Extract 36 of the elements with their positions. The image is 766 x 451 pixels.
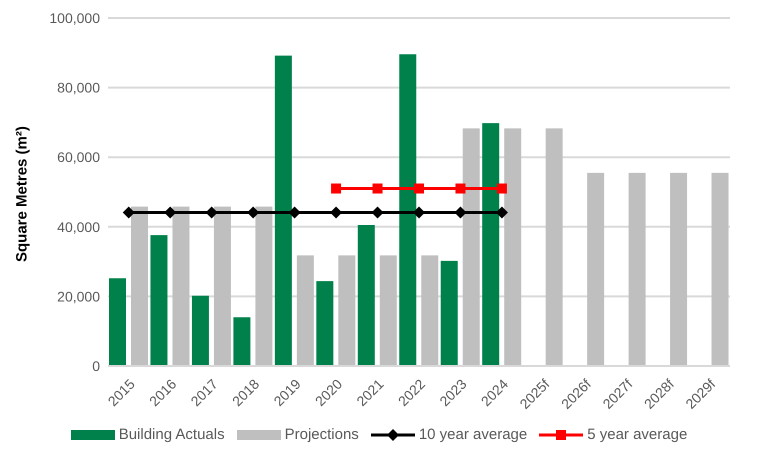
y-tick-label: 0: [92, 358, 100, 374]
bar: [192, 296, 209, 366]
bar: [109, 278, 126, 366]
bar: [358, 225, 375, 366]
bar: [255, 206, 272, 366]
y-tick-label: 60,000: [57, 149, 100, 166]
y-tick-label: 80,000: [57, 80, 100, 96]
bar: [440, 260, 458, 366]
y-tick-label: 40,000: [57, 218, 100, 235]
bar: [712, 172, 729, 366]
legend-label: Projections: [284, 426, 359, 443]
bar: [274, 56, 292, 366]
bar: [670, 172, 688, 366]
y-axis-title: Square Metres (m²): [13, 126, 30, 262]
legend-label: 5 year average: [587, 426, 688, 443]
bar: [316, 281, 334, 366]
bar: [338, 255, 356, 366]
bar: [504, 128, 522, 366]
y-tick-label: 100,000: [49, 10, 100, 26]
bar: [150, 235, 168, 366]
bar: [587, 172, 604, 366]
bar: [131, 206, 148, 366]
bar: [399, 54, 416, 366]
bar: [172, 206, 190, 366]
legend-label: 10 year average: [418, 426, 528, 443]
bar: [214, 206, 231, 366]
bar: [628, 172, 646, 366]
bar: [482, 123, 500, 366]
legend-label: Building Actuals: [118, 426, 225, 443]
bar: [233, 317, 250, 366]
bar: [380, 255, 397, 366]
y-tick-label: 20,000: [57, 288, 100, 304]
bar: [462, 128, 480, 366]
bar: [421, 255, 438, 366]
bar: [546, 128, 563, 366]
bar: [296, 255, 314, 366]
